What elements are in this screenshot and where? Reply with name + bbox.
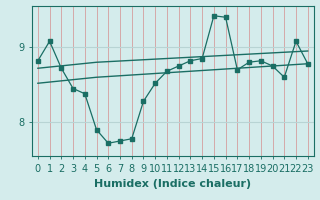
- X-axis label: Humidex (Indice chaleur): Humidex (Indice chaleur): [94, 179, 252, 189]
